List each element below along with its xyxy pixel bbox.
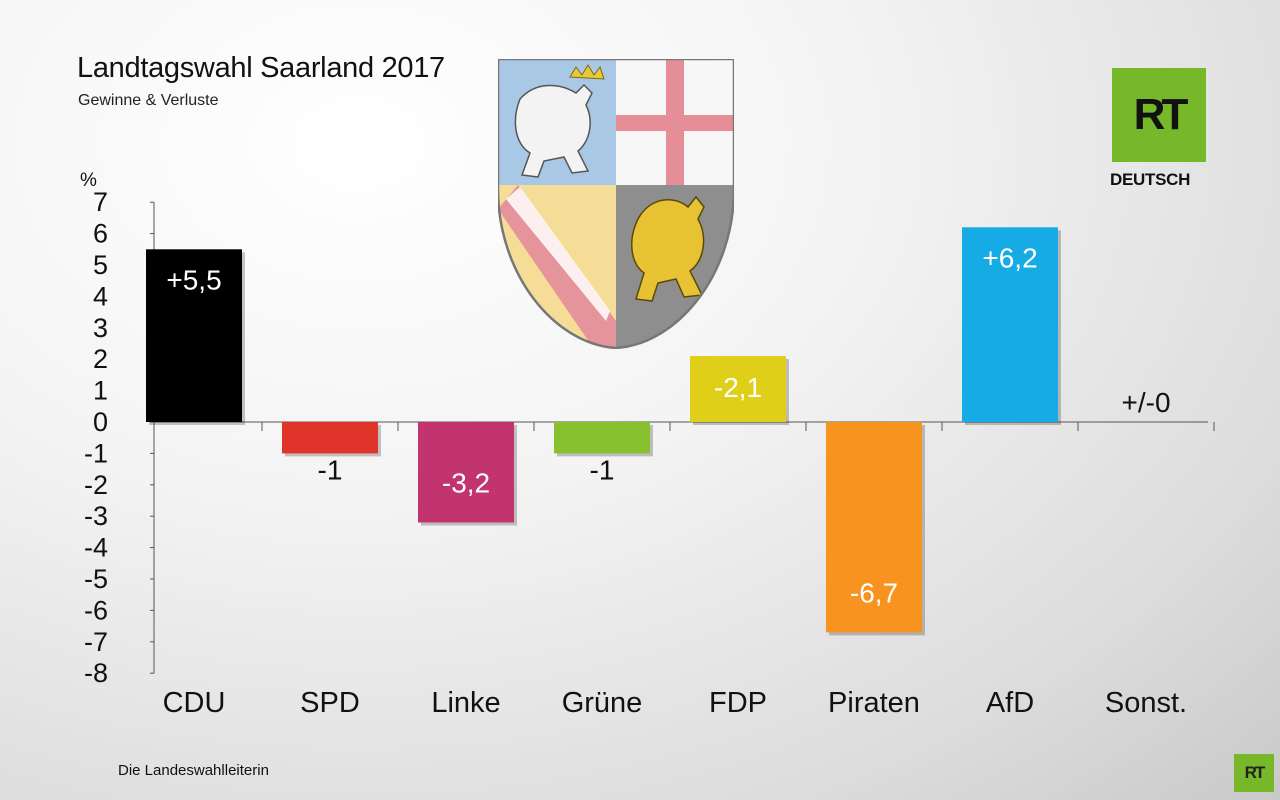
data-labels: +5,5 -1 -3,2 -1 -2,1 -6,7 +6,2 +/-0 (166, 242, 1170, 608)
y-tick-label: 6 (93, 219, 108, 249)
rt-logo-text: RT (1133, 90, 1189, 139)
x-tick-labels: CDU SPD Linke Grüne FDP Piraten AfD Sonst. (163, 687, 1188, 719)
y-axis-label: % (80, 170, 97, 191)
y-tick-label: 0 (93, 407, 108, 437)
bar-cdu (146, 249, 242, 422)
chart-subtitle: Gewinne & Verluste (78, 92, 219, 109)
bar-linke (418, 422, 514, 523)
rt-small-logo: RT (1234, 754, 1274, 792)
bar-afd (962, 227, 1058, 422)
bar-spd (282, 422, 378, 454)
source-credit: Die Landeswahlleiterin (118, 762, 269, 779)
y-tick-label: 4 (93, 281, 108, 311)
x-tick-label: Grüne (562, 687, 643, 719)
x-tick-label: SPD (300, 687, 360, 719)
y-tick-label: -5 (84, 564, 108, 594)
bars (146, 227, 1061, 636)
y-tick-label: 3 (93, 313, 108, 343)
data-label: +6,2 (982, 242, 1037, 273)
data-label: -1 (318, 454, 343, 485)
y-tick-label: 1 (93, 376, 108, 406)
rt-logo: RT (1112, 68, 1206, 162)
rt-logo-label: DEUTSCH (1110, 170, 1191, 189)
y-tick-label: -8 (84, 658, 108, 688)
x-tick-label: CDU (163, 687, 226, 719)
y-tick-label: -2 (84, 470, 108, 500)
saarland-coat-of-arms (498, 59, 734, 349)
data-label: +5,5 (166, 264, 221, 295)
y-tick-label: 7 (93, 187, 108, 217)
data-label: -2,1 (714, 372, 762, 403)
rt-small-logo-text: RT (1244, 763, 1266, 782)
x-tick-label: AfD (986, 687, 1034, 719)
x-tick-label: FDP (709, 687, 767, 719)
x-tick-label: Piraten (828, 687, 920, 719)
y-tick-label: 5 (93, 250, 108, 280)
y-tick-label: -3 (84, 501, 108, 531)
x-tick-label: Linke (431, 687, 500, 719)
bar-grne (554, 422, 650, 454)
chart-title: Landtagswahl Saarland 2017 (77, 52, 445, 84)
x-tick-label: Sonst. (1105, 687, 1187, 719)
bar-piraten (826, 422, 922, 633)
data-label: -6,7 (850, 577, 898, 608)
y-tick-label: -6 (84, 595, 108, 625)
y-tick-label: -4 (84, 533, 108, 563)
bar-fdp (690, 356, 786, 422)
y-tick-label: -7 (84, 627, 108, 657)
data-label: -1 (590, 454, 615, 485)
data-label: +/-0 (1121, 387, 1170, 418)
data-label: -3,2 (442, 467, 490, 498)
y-tick-label: 2 (93, 344, 108, 374)
y-tick-label: -1 (84, 438, 108, 468)
